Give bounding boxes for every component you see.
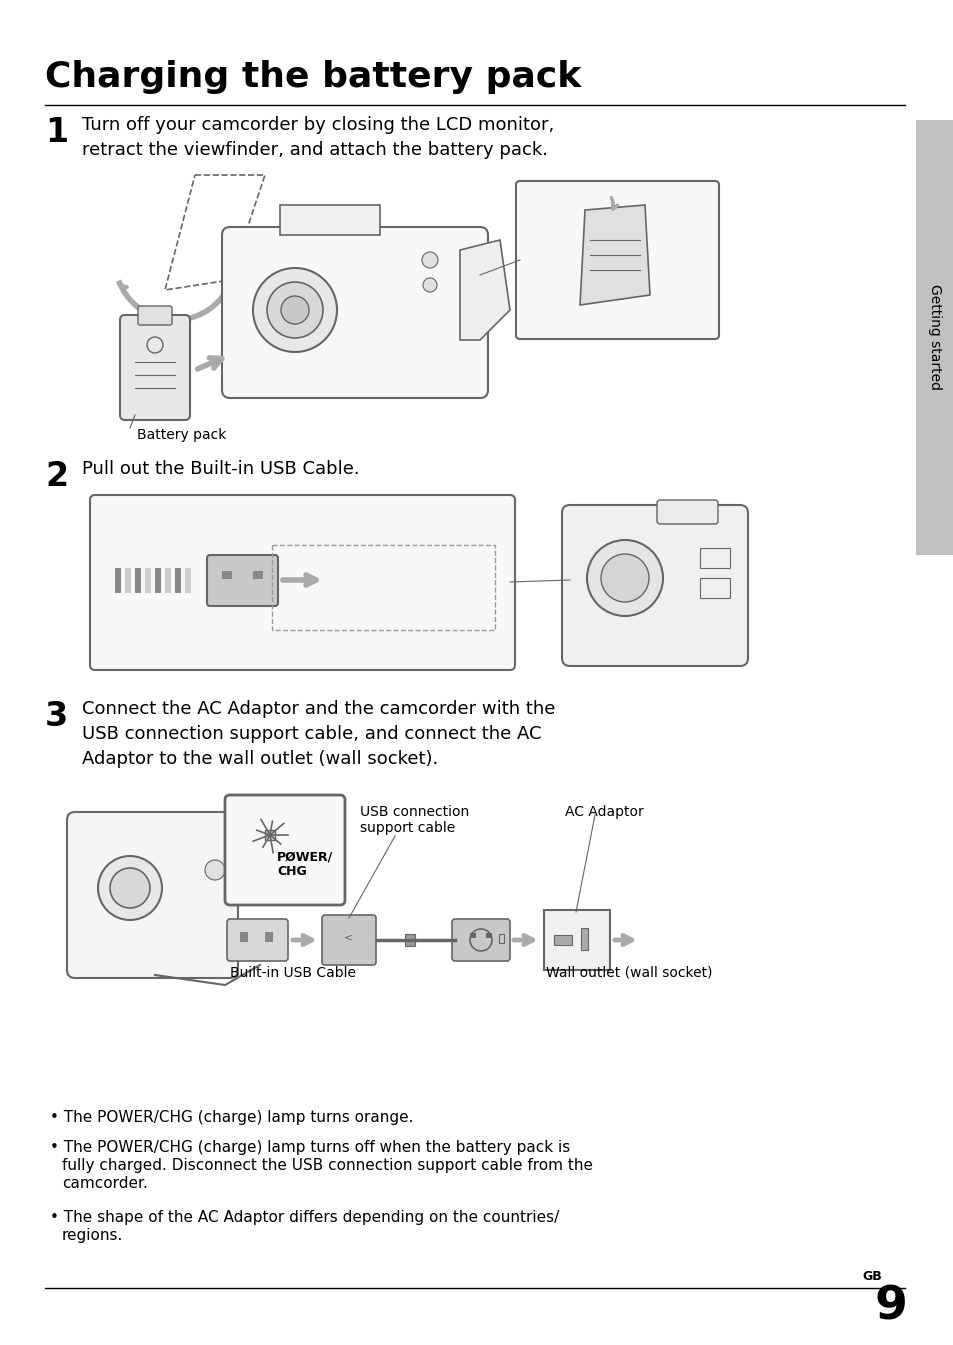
FancyBboxPatch shape — [120, 315, 190, 420]
Text: Battery pack: Battery pack — [137, 428, 226, 443]
Text: 9: 9 — [874, 1284, 907, 1330]
Bar — [240, 932, 248, 941]
Polygon shape — [459, 239, 510, 340]
Bar — [265, 830, 274, 841]
Bar — [125, 568, 131, 593]
Circle shape — [110, 868, 150, 908]
Text: 2: 2 — [45, 460, 68, 494]
Text: • The POWER/CHG (charge) lamp turns off when the battery pack is: • The POWER/CHG (charge) lamp turns off … — [50, 1141, 570, 1155]
FancyBboxPatch shape — [225, 795, 345, 905]
Text: GB: GB — [862, 1270, 881, 1283]
Bar — [145, 568, 151, 593]
Bar — [115, 568, 121, 593]
Polygon shape — [280, 204, 379, 235]
Text: Connect the AC Adaptor and the camcorder with the
USB connection support cable, : Connect the AC Adaptor and the camcorder… — [82, 699, 555, 768]
FancyBboxPatch shape — [90, 495, 515, 670]
Bar — [174, 568, 181, 593]
Bar — [700, 547, 729, 568]
Bar — [405, 933, 415, 946]
Text: regions.: regions. — [62, 1228, 123, 1243]
FancyBboxPatch shape — [516, 182, 719, 339]
Text: <: < — [344, 932, 354, 941]
Text: AC Adaptor: AC Adaptor — [564, 806, 643, 819]
FancyBboxPatch shape — [322, 915, 375, 964]
Polygon shape — [579, 204, 649, 305]
FancyBboxPatch shape — [452, 919, 510, 960]
FancyBboxPatch shape — [227, 919, 288, 960]
Circle shape — [267, 282, 323, 338]
Bar — [135, 568, 141, 593]
Text: Pull out the Built-in USB Cable.: Pull out the Built-in USB Cable. — [82, 460, 359, 477]
Bar — [154, 568, 161, 593]
Bar — [165, 568, 171, 593]
FancyBboxPatch shape — [657, 500, 718, 525]
Bar — [185, 568, 191, 593]
FancyBboxPatch shape — [222, 227, 488, 398]
Text: Turn off your camcorder by closing the LCD monitor,
retract the viewfinder, and : Turn off your camcorder by closing the L… — [82, 116, 554, 159]
Circle shape — [205, 859, 225, 880]
Bar — [253, 572, 263, 578]
Bar — [915, 120, 953, 555]
Text: • The shape of the AC Adaptor differs depending on the countries/: • The shape of the AC Adaptor differs de… — [50, 1210, 558, 1225]
Bar — [470, 933, 476, 937]
Text: USB connection
support cable: USB connection support cable — [359, 806, 469, 835]
Bar — [498, 933, 503, 943]
Text: Charging the battery pack: Charging the battery pack — [45, 61, 580, 94]
Text: 1: 1 — [45, 116, 68, 149]
Text: PØWER/
CHG: PØWER/ CHG — [276, 850, 333, 878]
Text: 3: 3 — [45, 699, 69, 733]
FancyBboxPatch shape — [67, 812, 237, 978]
Circle shape — [422, 278, 436, 292]
Bar — [265, 932, 273, 941]
Text: fully charged. Disconnect the USB connection support cable from the: fully charged. Disconnect the USB connec… — [62, 1158, 593, 1173]
FancyBboxPatch shape — [207, 555, 277, 607]
Bar — [554, 935, 572, 946]
Circle shape — [600, 554, 648, 603]
Circle shape — [281, 296, 309, 324]
Circle shape — [421, 252, 437, 268]
Text: Wall outlet (wall socket): Wall outlet (wall socket) — [545, 966, 712, 981]
FancyBboxPatch shape — [138, 307, 172, 325]
Bar — [222, 572, 232, 578]
Bar — [485, 933, 492, 937]
Bar — [580, 928, 587, 950]
Circle shape — [98, 855, 162, 920]
Circle shape — [253, 268, 336, 352]
Text: camcorder.: camcorder. — [62, 1176, 148, 1192]
FancyBboxPatch shape — [561, 504, 747, 666]
FancyBboxPatch shape — [543, 911, 609, 970]
Text: Getting started: Getting started — [927, 285, 941, 390]
Text: Built-in USB Cable: Built-in USB Cable — [230, 966, 355, 981]
Circle shape — [586, 539, 662, 616]
Text: • The POWER/CHG (charge) lamp turns orange.: • The POWER/CHG (charge) lamp turns oran… — [50, 1110, 413, 1124]
Bar — [700, 578, 729, 599]
